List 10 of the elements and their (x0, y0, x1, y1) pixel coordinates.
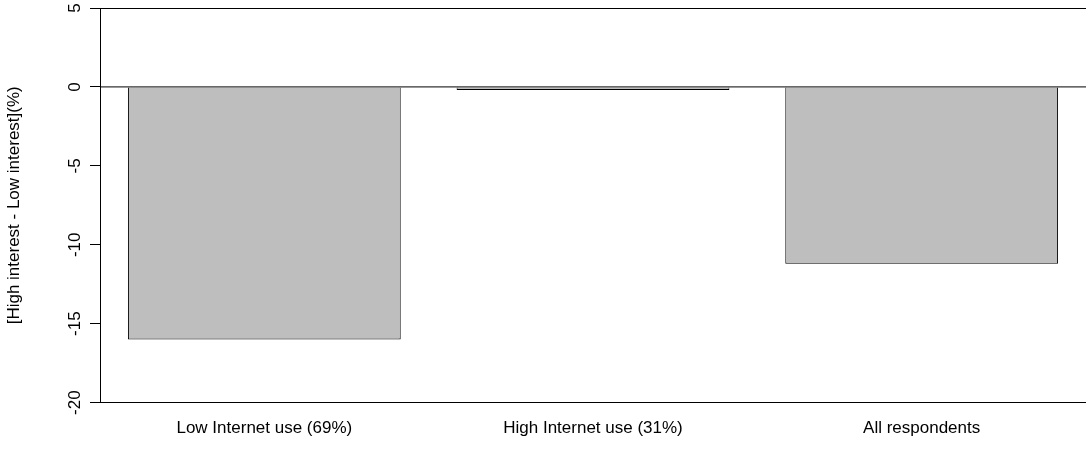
y-tick-label: -10 (65, 232, 85, 258)
y-tick-label: -5 (65, 158, 85, 174)
x-tick-label: All respondents (863, 418, 981, 438)
y-tick-label: -20 (65, 390, 85, 415)
y-axis-title: [High interest - Low interest](%) (3, 86, 23, 325)
x-tick-label: Low Internet use (69%) (176, 418, 353, 438)
y-tick-label: 0 (65, 82, 85, 92)
y-tick-label: -15 (65, 311, 85, 336)
x-tick-label: High Internet use (31%) (503, 418, 683, 438)
y-tick-label: 5 (65, 3, 85, 13)
